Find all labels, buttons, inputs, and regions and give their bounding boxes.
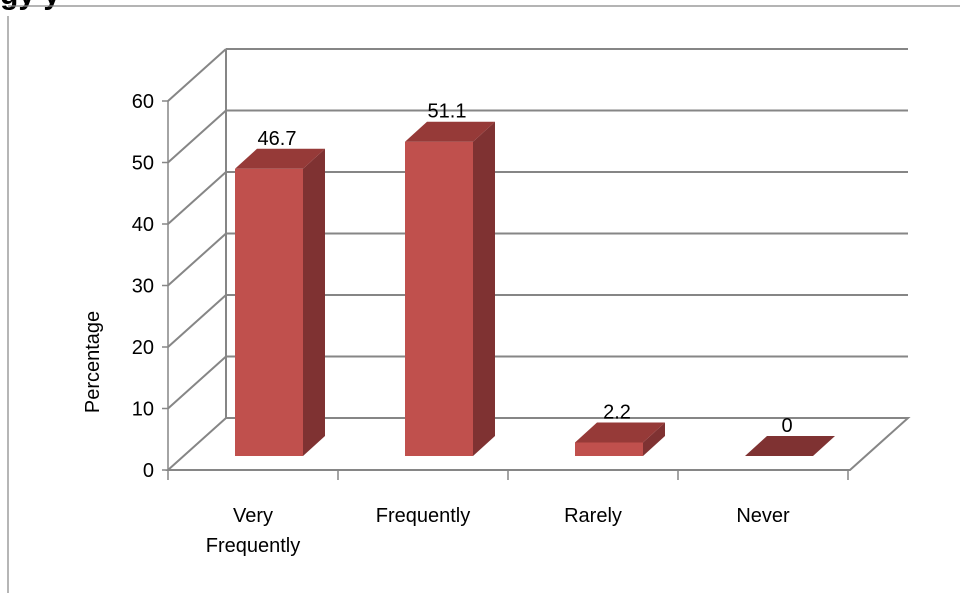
y-tick-label: 10 [132,399,154,421]
data-label: 51.1 [428,101,467,123]
y-tick-label: 0 [143,460,154,482]
chart-title-fragment: gy y [0,0,961,10]
y-tick-label: 50 [132,153,154,175]
x-category-label: Very [233,505,273,527]
x-category-label: Rarely [564,505,622,527]
y-tick-label: 30 [132,276,154,298]
data-label: 2.2 [603,401,631,423]
y-axis-label: Percentage [82,311,104,413]
chart-floor [165,417,911,471]
wall-diagonal [167,355,227,410]
bar-very-frequently [235,148,325,457]
chart-border [7,5,960,593]
bar-top [745,436,835,456]
wall-diagonal [167,109,227,164]
data-label: 0 [781,415,792,437]
bar-side [643,422,665,456]
bar-frequently [405,121,495,457]
x-category-label: Never [736,505,790,527]
y-tick-label: 20 [132,337,154,359]
wall-diagonal [167,171,227,225]
bar-rarely [575,422,665,456]
chart-title-text: gy y [0,0,60,10]
bar-front [575,442,643,456]
bar-front [235,168,303,457]
bar-top [405,121,495,142]
x-category-label: Frequently [206,535,301,557]
data-label: 46.7 [258,128,297,150]
y-tick-label: 40 [132,214,154,236]
wall-diagonal [167,48,227,102]
bar-top [235,148,325,169]
bar-front [405,141,473,457]
y-tick-label: 60 [132,91,154,113]
bar-never [745,436,835,456]
bar-side [473,121,495,457]
wall-diagonal [167,294,227,348]
x-category-label: Frequently [376,505,471,527]
bar-top [575,422,665,443]
wall-diagonal [167,232,227,287]
bar-side [303,148,325,457]
